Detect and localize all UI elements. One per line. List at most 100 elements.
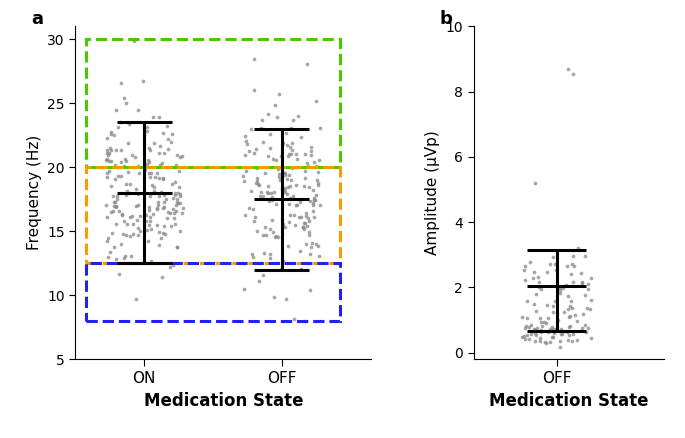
Point [524,323,535,330]
Point [308,187,319,194]
Point [266,216,277,223]
Point [555,286,566,293]
Point [171,244,182,251]
Point [149,173,160,180]
Point [169,214,179,221]
Point [247,251,258,258]
Point [152,206,163,213]
Point [115,147,126,154]
Point [264,130,275,137]
Point [127,152,138,159]
Point [550,260,561,267]
Point [154,143,165,150]
Point [143,170,154,177]
Point [525,330,536,337]
Point [313,156,324,163]
Point [280,188,291,195]
Point [580,321,591,328]
Point [564,303,575,310]
Point [170,208,181,215]
Point [156,273,167,280]
Point [542,329,553,336]
Point [308,196,319,203]
Point [309,159,320,166]
Point [299,220,310,227]
Point [101,155,112,162]
Point [310,191,321,198]
Point [175,153,186,160]
Point [538,319,549,326]
Point [286,140,297,147]
Point [275,177,286,184]
Point [580,252,590,259]
Point [259,250,270,257]
Point [308,207,319,214]
Point [130,186,141,193]
Point [295,195,306,202]
Point [547,333,558,340]
Point [290,202,301,209]
Point [303,229,314,236]
Point [577,310,588,317]
Point [272,166,283,173]
Point [549,298,560,305]
Point [290,181,301,188]
Point [304,251,315,258]
Point [119,217,129,224]
Point [562,336,573,343]
Point [311,240,322,247]
Point [145,225,156,232]
Point [545,339,556,346]
Point [111,203,122,210]
Point [558,327,569,334]
Point [105,147,116,154]
Point [282,243,293,250]
Point [288,117,299,124]
Point [105,183,116,190]
Point [576,270,587,277]
Point [164,263,175,270]
Point [242,141,253,148]
Point [562,65,573,72]
Point [157,159,168,166]
Point [277,140,288,147]
Point [155,188,166,195]
Point [132,224,143,231]
Point [267,196,278,203]
Point [280,172,291,179]
Point [248,206,259,213]
Point [158,130,169,137]
Point [555,338,566,345]
Point [296,214,307,221]
Point [115,240,126,247]
Point [586,334,597,341]
Point [308,213,319,220]
Point [258,138,269,145]
Point [282,152,293,159]
Point [282,191,292,198]
Point [172,200,183,207]
Point [102,152,113,159]
Point [279,184,290,191]
Point [243,205,254,212]
Point [519,332,530,339]
Point [133,169,144,176]
Point [120,156,131,163]
Point [283,219,294,226]
Point [299,168,310,175]
Point [142,124,153,131]
Point [576,325,587,332]
Point [301,159,312,166]
Point [283,184,294,191]
Point [129,153,140,160]
Point [129,38,140,45]
Point [534,283,545,290]
Point [568,70,579,77]
Point [264,251,275,258]
Point [116,173,127,180]
Point [261,232,272,239]
Point [279,170,290,177]
Point [313,181,324,188]
Point [101,147,112,154]
Point [158,176,169,183]
